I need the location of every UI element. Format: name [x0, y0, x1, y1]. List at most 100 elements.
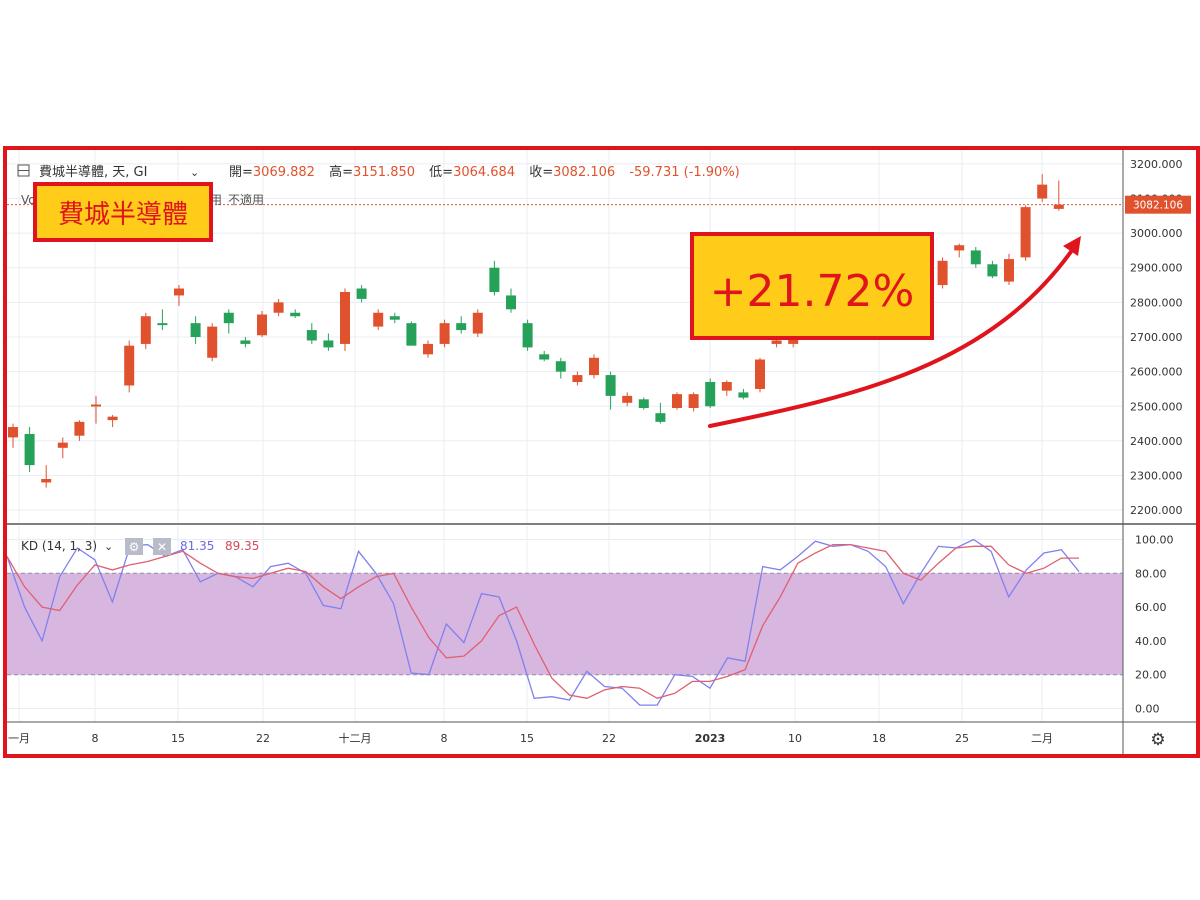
candle[interactable] [456, 316, 467, 334]
candle-body [589, 357, 599, 376]
candle[interactable] [24, 427, 35, 473]
candle[interactable] [406, 321, 417, 346]
candle[interactable] [638, 397, 649, 410]
candle[interactable] [41, 465, 52, 488]
candle[interactable] [273, 298, 284, 317]
kd-axis[interactable]: 100.00 80.00 60.00 40.00 20.00 0.00 [1135, 534, 1174, 716]
price-tick-label: 3200.000 [1130, 158, 1183, 171]
candle-body [423, 343, 433, 355]
candle[interactable] [605, 371, 616, 410]
candle[interactable] [688, 392, 699, 412]
candle[interactable] [290, 309, 301, 318]
candle-body [273, 302, 284, 313]
candle[interactable] [240, 337, 251, 348]
candle[interactable] [323, 333, 334, 351]
candle-body [705, 382, 716, 407]
price-tick-label: 2700.000 [1130, 331, 1183, 344]
gain-badge: +21.72% [690, 232, 934, 340]
candle[interactable] [937, 257, 948, 289]
kd-title[interactable]: KD (14, 1, 3) [21, 539, 97, 553]
candle[interactable] [506, 288, 516, 313]
time-tick-label: 15 [520, 732, 534, 745]
price-tick-label: 2400.000 [1130, 435, 1183, 448]
candle[interactable] [190, 316, 201, 344]
high-value: 3151.850 [353, 165, 415, 180]
candle[interactable] [655, 402, 666, 424]
candle-body [257, 314, 267, 336]
k-value: 81.35 [180, 539, 214, 553]
candle[interactable] [721, 380, 732, 396]
candle[interactable] [539, 350, 550, 362]
candle[interactable] [124, 340, 135, 393]
candle[interactable] [389, 312, 400, 324]
candle-body [8, 427, 18, 438]
price-axis[interactable]: 3200.0003100.0003000.0002900.0002800.000… [1130, 158, 1183, 517]
candle[interactable] [423, 340, 433, 358]
candle-body [140, 316, 151, 344]
candle-body [107, 416, 118, 421]
kd-tick-label: 20.00 [1135, 669, 1167, 682]
candle[interactable] [223, 309, 234, 334]
candle-body [373, 312, 384, 327]
candle-body [672, 394, 682, 408]
candle[interactable] [572, 371, 583, 386]
candle[interactable] [970, 246, 981, 268]
candle[interactable] [1004, 253, 1014, 286]
candle[interactable] [8, 423, 18, 448]
candle[interactable] [589, 354, 599, 379]
chart-settings-icon[interactable]: ⚙ [1150, 730, 1165, 750]
candle[interactable] [472, 309, 483, 337]
chart-frame: 3200.0003100.0003000.0002900.0002800.000… [3, 146, 1200, 758]
kd-tick-label: 0.00 [1135, 702, 1160, 715]
candle[interactable] [522, 319, 533, 351]
candle[interactable] [1053, 180, 1064, 211]
kd-series [6, 538, 1080, 706]
candle-body [1004, 259, 1014, 282]
candle[interactable] [439, 319, 450, 348]
candle[interactable] [622, 392, 633, 407]
candle[interactable] [207, 323, 218, 362]
candle[interactable] [140, 312, 151, 350]
legend-header: 費城半導體, 天, GI ⌄ 開=3069.882 高=3151.850 低=3… [17, 164, 740, 207]
candle[interactable] [340, 288, 350, 351]
candle-body [688, 394, 699, 408]
chart-canvas[interactable]: 3200.0003100.0003000.0002900.0002800.000… [6, 150, 1196, 754]
candle[interactable] [157, 309, 168, 331]
candle[interactable] [373, 309, 384, 331]
candle[interactable] [954, 243, 965, 258]
candle[interactable] [306, 323, 317, 344]
candle[interactable] [987, 260, 998, 279]
time-axis[interactable]: 一月 8 15 22 十二月 8 15 22 2023 10 18 25 二月 [8, 731, 1053, 745]
symbol-label[interactable]: 費城半導體, 天, GI [39, 165, 147, 180]
kd-chevron-icon[interactable]: ⌄ [104, 540, 113, 553]
candle[interactable] [1037, 174, 1048, 202]
kd-remove-icon[interactable] [153, 538, 171, 555]
volume-not-applicable: 不適用 [228, 192, 264, 207]
candle[interactable] [257, 311, 267, 337]
candle-body [406, 323, 417, 346]
candle[interactable] [755, 357, 765, 393]
candle[interactable] [555, 357, 566, 379]
candle[interactable] [57, 437, 68, 459]
candle-body [1020, 207, 1031, 258]
candle[interactable] [672, 392, 682, 410]
kd-tick-label: 60.00 [1135, 601, 1167, 614]
candle[interactable] [107, 414, 118, 428]
candle[interactable] [356, 285, 367, 303]
candle[interactable] [705, 378, 716, 408]
symbol-chevron-icon[interactable]: ⌄ [190, 166, 199, 179]
candle[interactable] [489, 260, 500, 296]
gain-badge-text: +21.72% [710, 266, 915, 317]
kd-settings-glyph: ⚙ [129, 540, 140, 554]
candle[interactable] [738, 388, 749, 400]
candle[interactable] [174, 285, 184, 306]
candle-body [522, 323, 533, 348]
candle-body [572, 375, 583, 383]
candle[interactable] [91, 395, 101, 424]
kd-settings-icon[interactable] [125, 538, 143, 555]
candle[interactable] [1020, 205, 1031, 261]
title-badge-text: 費城半導體 [58, 200, 188, 230]
candle[interactable] [74, 420, 85, 441]
price-tick-label: 2500.000 [1130, 400, 1183, 413]
candle-body [439, 323, 450, 344]
